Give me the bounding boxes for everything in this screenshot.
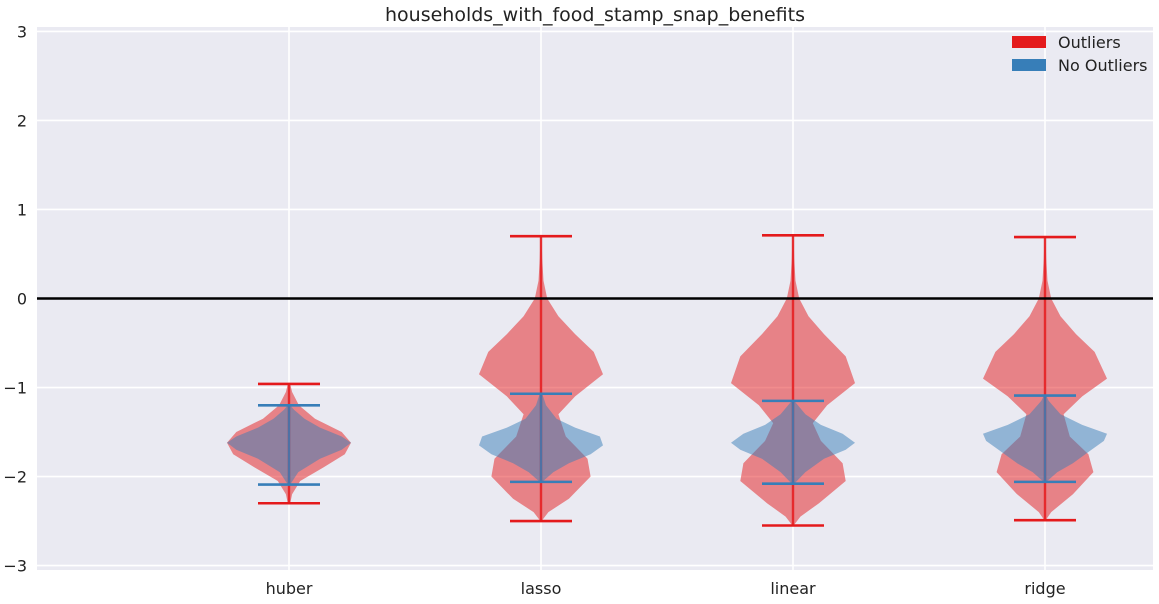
y-tick-labels: −3 −2 −1 0 1 2 3 bbox=[3, 22, 27, 575]
x-tick-label-linear: linear bbox=[770, 579, 816, 598]
legend-label: No Outliers bbox=[1058, 56, 1148, 75]
y-tick-label: 1 bbox=[17, 200, 27, 219]
x-tick-label-huber: huber bbox=[266, 579, 313, 598]
x-tick-label-ridge: ridge bbox=[1024, 579, 1065, 598]
legend-swatch bbox=[1012, 59, 1046, 71]
chart-title: households_with_food_stamp_snap_benefits bbox=[385, 4, 805, 26]
y-tick-label: 0 bbox=[17, 290, 27, 309]
x-tick-labels: huber lasso linear ridge bbox=[266, 579, 1066, 598]
y-tick-label: −1 bbox=[3, 379, 27, 398]
legend-label: Outliers bbox=[1058, 33, 1121, 52]
y-tick-label: 3 bbox=[17, 22, 27, 41]
y-tick-label: −3 bbox=[3, 557, 27, 576]
y-tick-label: 2 bbox=[17, 111, 27, 130]
x-tick-label-lasso: lasso bbox=[521, 579, 562, 598]
violins bbox=[227, 233, 1107, 527]
legend-swatch bbox=[1012, 36, 1046, 48]
legend: Outliers No Outliers bbox=[1012, 33, 1148, 75]
y-tick-label: −2 bbox=[3, 468, 27, 487]
